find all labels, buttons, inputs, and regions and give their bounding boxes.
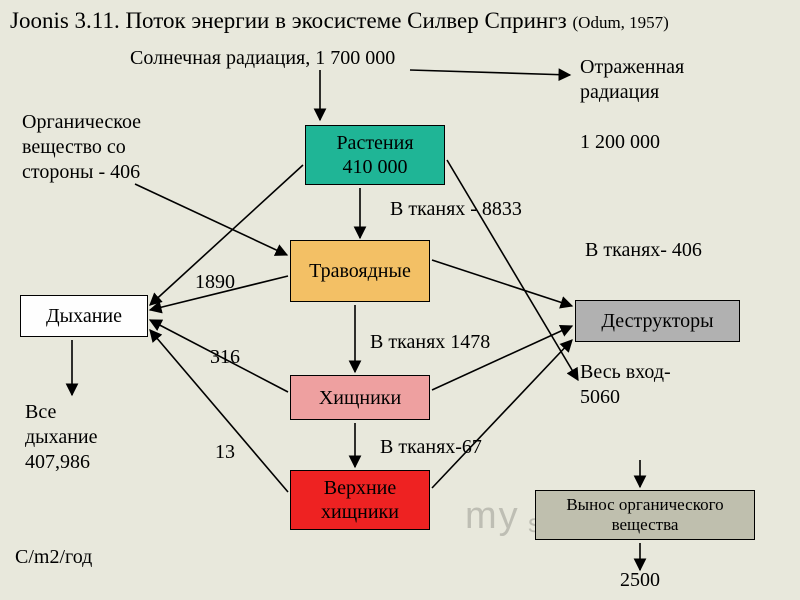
arrow-10: [432, 260, 572, 306]
figure-title-source: (Odum, 1957): [573, 13, 669, 32]
box-herbivores: Травоядные: [290, 240, 430, 302]
arrow-12: [432, 340, 572, 488]
box-export: Вынос органического вещества: [535, 490, 755, 540]
diagram-canvas: Joonis 3.11. Поток энергии в экосистеме …: [0, 0, 800, 600]
label-reflected: Отраженная радиация 1 200 000: [580, 55, 684, 155]
label-tissue-plants: В тканях - 8833: [390, 197, 522, 222]
label-solar: Солнечная радиация, 1 700 000: [130, 46, 395, 71]
label-all-respiration: Все дыхание 407,986: [25, 400, 98, 475]
box-respiration: Дыхание: [20, 295, 148, 337]
figure-title: Joonis 3.11. Поток энергии в экосистеме …: [10, 8, 669, 34]
label-units: С/m2/год: [15, 545, 92, 570]
box-plants: Растения 410 000: [305, 125, 445, 185]
box-top_pred: Верхние хищники: [290, 470, 430, 530]
box-predators: Хищники: [290, 375, 430, 420]
figure-title-main: Joonis 3.11. Поток энергии в экосистеме …: [10, 8, 573, 33]
label-export-value: 2500: [620, 568, 660, 593]
label-all-input: Весь вход- 5060: [580, 360, 671, 410]
arrow-1: [410, 70, 570, 75]
label-tissue-decomposers: В тканях- 406: [585, 238, 702, 263]
label-13: 13: [215, 440, 235, 465]
watermark-brand: my: [465, 495, 520, 538]
label-organic-side: Органическое вещество со стороны - 406: [22, 110, 141, 185]
label-316: 316: [210, 345, 240, 370]
label-tissue-herbivores: В тканях 1478: [370, 330, 490, 355]
arrow-5: [135, 184, 287, 255]
label-1890: 1890: [195, 270, 235, 295]
label-tissue-predators: В тканях-67: [380, 435, 482, 460]
box-decomposers: Деструкторы: [575, 300, 740, 342]
